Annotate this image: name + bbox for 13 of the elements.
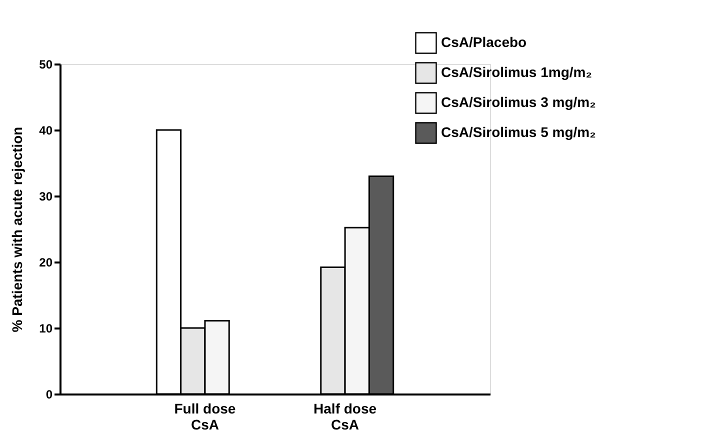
y-tick-label: 30 [39,190,53,204]
y-tick-label: 10 [39,322,53,336]
legend-label: CsA/Sirolimus 5 mg/m₂ [441,124,596,140]
y-tick-label: 40 [39,124,53,138]
x-tick-label: Full dose CsA [174,400,236,432]
y-tick-label: 0 [46,388,53,402]
y-tick-label: 20 [39,256,53,270]
x-tick-label: Half dose CsA [314,400,377,432]
y-axis-title: % Patients with acute rejection [9,126,26,332]
legend-label: CsA/Sirolimus 3 mg/m₂ [441,94,596,110]
legend-label: CsA/Placebo [441,34,527,50]
legend-label: CsA/Sirolimus 1mg/m₂ [441,64,592,80]
y-tick-label: 50 [39,58,53,72]
